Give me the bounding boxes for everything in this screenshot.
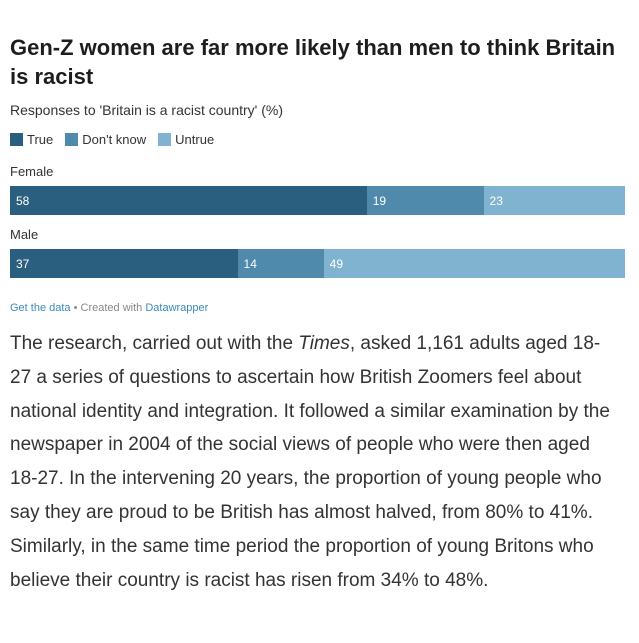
legend-item-untrue: Untrue <box>158 132 214 147</box>
times-italic: Times <box>298 333 350 354</box>
article-text-1: The research, carried out with the <box>10 333 299 354</box>
datawrapper-link[interactable]: Datawrapper <box>145 302 209 314</box>
article-text-2: , asked 1,161 adults aged 18-27 a series… <box>10 333 610 591</box>
group-label-male: Male <box>10 227 39 242</box>
legend-swatch <box>158 133 172 146</box>
legend-item-don-t-know: Don't know <box>65 132 146 147</box>
bar-segment-female-don-t-know: 19 <box>366 186 484 215</box>
legend-label: Untrue <box>175 132 215 147</box>
legend-item-true: True <box>10 132 53 147</box>
legend-swatch <box>10 133 23 146</box>
chart-footer: Get the data • Created with Datawrapper <box>10 302 208 314</box>
chart-title: Gen-Z women are far more likely than men… <box>10 35 616 89</box>
bar-row-male: 37 14 49 <box>10 249 625 278</box>
chart-subtitle: Responses to 'Britain is a racist countr… <box>10 102 283 118</box>
bar-segment-female-untrue: 23 <box>483 186 625 215</box>
get-the-data-link[interactable]: Get the data <box>10 302 71 314</box>
bar-row-female: 58 19 23 <box>10 186 625 215</box>
footer-separator: • Created with <box>70 302 146 314</box>
legend-label: Don't know <box>82 132 147 147</box>
bar-segment-male-true: 37 <box>10 249 238 278</box>
group-label-female: Female <box>10 164 54 179</box>
bar-segment-male-don-t-know: 14 <box>237 249 324 278</box>
chart-legend: True Don't know Untrue <box>10 132 226 147</box>
bar-segment-male-untrue: 49 <box>323 249 625 278</box>
legend-swatch <box>65 133 79 146</box>
legend-label: True <box>27 132 54 147</box>
bar-segment-female-true: 58 <box>10 186 367 215</box>
article-paragraph: The research, carried out with the Times… <box>10 327 620 597</box>
